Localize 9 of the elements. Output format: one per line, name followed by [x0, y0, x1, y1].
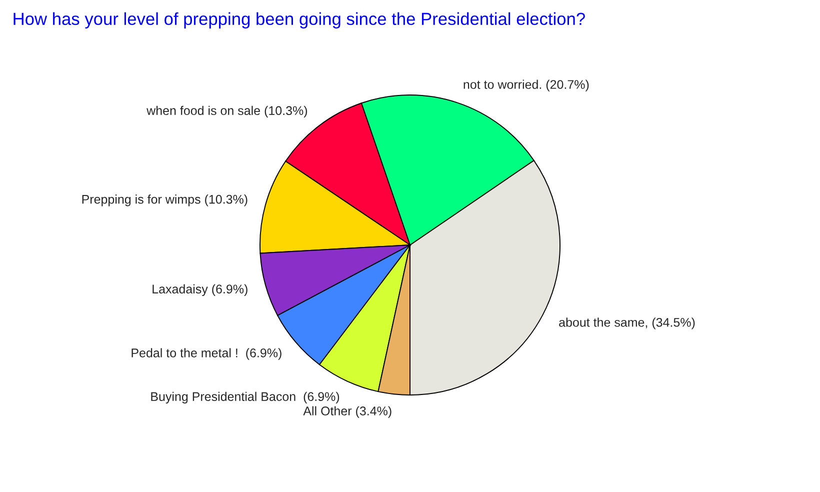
slice-label: when food is on sale (10.3%) — [146, 106, 308, 118]
slice-label: Pedal to the metal ! (6.9%) — [132, 348, 282, 360]
slice-label: Prepping is for wimps (10.3%) — [82, 194, 248, 206]
slice-label: Laxadaisy (6.9%) — [152, 284, 248, 296]
slice-label: All Other (3.4%) — [303, 406, 392, 418]
slice-label: not to worried. (20.7%) — [464, 80, 589, 92]
chart-title: How has your level of prepping been going since the Presidential election? — [14, 12, 585, 28]
slice-label: about the same, (34.5%) — [559, 318, 695, 330]
slice-label: Buying Presidential Bacon (6.9%) — [151, 392, 340, 404]
